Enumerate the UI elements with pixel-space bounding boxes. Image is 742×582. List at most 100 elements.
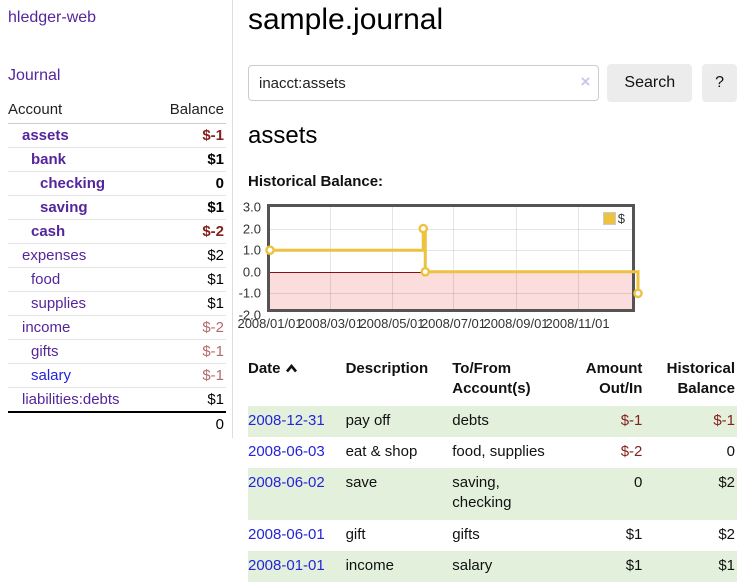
transaction-description: pay off bbox=[345, 411, 391, 429]
account-balance: $1 bbox=[153, 291, 226, 316]
account-row: salary $-1 bbox=[8, 363, 226, 388]
account-balance: $1 bbox=[153, 147, 226, 172]
transaction-date-link[interactable]: 2008-06-03 bbox=[248, 442, 325, 460]
y-tick-label: 3.0 bbox=[242, 199, 261, 215]
transaction-balance: $2 bbox=[718, 525, 735, 543]
account-link[interactable]: salary bbox=[31, 367, 72, 384]
search-button[interactable]: Search bbox=[607, 64, 693, 102]
account-link[interactable]: assets bbox=[22, 127, 69, 144]
register-header-date[interactable]: Date bbox=[248, 360, 281, 377]
account-balance: $1 bbox=[153, 267, 226, 292]
account-link[interactable]: saving bbox=[40, 199, 88, 216]
sort-ascending-icon bbox=[285, 359, 298, 379]
accounts-header-account: Account bbox=[8, 99, 154, 124]
account-row: food $1 bbox=[8, 267, 226, 292]
account-link[interactable]: bank bbox=[31, 151, 67, 168]
account-link[interactable]: gifts bbox=[31, 343, 59, 360]
sidebar: hledger-web Journal Account Balance asse… bbox=[0, 0, 233, 438]
transaction-date-link[interactable]: 2008-12-31 bbox=[248, 411, 325, 429]
transaction-amount: $1 bbox=[625, 556, 643, 574]
register-header-description: Description bbox=[345, 360, 429, 377]
y-tick-label: 0.0 bbox=[242, 264, 261, 280]
accounts-total-row: 0 bbox=[8, 411, 226, 436]
transaction-balance: $-1 bbox=[713, 411, 735, 429]
transaction-amount: $-1 bbox=[620, 411, 643, 429]
help-button[interactable]: ? bbox=[702, 64, 737, 102]
y-tick-label: -1.0 bbox=[238, 285, 261, 301]
account-balance: $-2 bbox=[153, 315, 226, 340]
accounts-header-balance: Balance bbox=[153, 99, 226, 124]
transaction-description: eat & shop bbox=[345, 442, 418, 460]
transaction-accounts: saving, checking bbox=[452, 474, 512, 512]
transaction-date-link[interactable]: 2008-06-01 bbox=[248, 525, 325, 543]
gridline bbox=[270, 250, 632, 252]
sidebar-item-journal[interactable]: Journal bbox=[8, 67, 61, 84]
chart-legend: $ bbox=[600, 210, 627, 227]
transaction-amount: 0 bbox=[634, 474, 643, 491]
data-point-marker bbox=[418, 223, 429, 234]
app-title-link[interactable]: hledger-web bbox=[8, 9, 97, 26]
account-row: expenses $2 bbox=[8, 243, 226, 268]
gridline bbox=[270, 293, 632, 295]
account-row: assets $-1 bbox=[8, 124, 226, 148]
account-row: supplies $1 bbox=[8, 291, 226, 316]
account-link[interactable]: food bbox=[31, 271, 61, 288]
register-row: 2008-06-03 eat & shop food, supplies $-2… bbox=[248, 437, 737, 468]
legend-label: $ bbox=[617, 211, 625, 226]
legend-swatch-icon bbox=[602, 212, 616, 225]
transaction-description: gift bbox=[345, 525, 366, 543]
account-link[interactable]: liabilities:debts bbox=[22, 391, 120, 408]
chart-plot-area: $ 3.0 2.0 1.0 0.0 -1.0 -2.0 bbox=[239, 200, 643, 323]
y-tick-label: 2.0 bbox=[242, 221, 261, 237]
account-link[interactable]: supplies bbox=[31, 295, 87, 312]
register-row: 2008-06-02 save saving, checking 0 $2 bbox=[248, 468, 737, 520]
main-content: sample.journal × Search ? assets Histori… bbox=[237, 0, 737, 582]
transaction-balance: $1 bbox=[718, 556, 735, 574]
transaction-description: save bbox=[345, 474, 378, 491]
gridline bbox=[270, 228, 632, 230]
transaction-date-link[interactable]: 2008-01-01 bbox=[248, 556, 325, 574]
x-tick-label: 2008/03/01 bbox=[297, 316, 364, 331]
series-line bbox=[265, 223, 643, 299]
transaction-accounts: salary bbox=[452, 556, 493, 574]
transaction-accounts: debts bbox=[452, 411, 489, 429]
negative-region bbox=[270, 271, 632, 309]
chart-label: Historical Balance: bbox=[248, 173, 384, 190]
data-point-marker bbox=[633, 288, 643, 299]
chart-x-axis: 2008/01/01 2008/03/01 2008/05/01 2008/07/01… bbox=[237, 316, 641, 334]
account-balance: 0 bbox=[153, 171, 226, 196]
account-row: cash $-2 bbox=[8, 219, 226, 244]
account-link[interactable]: expenses bbox=[22, 247, 87, 264]
transaction-date-link[interactable]: 2008-06-02 bbox=[248, 474, 325, 491]
historical-balance-chart: $ 3.0 2.0 1.0 0.0 -1.0 -2.0 2008/01/01 2008/03… bbox=[237, 200, 643, 334]
gridline bbox=[330, 207, 332, 309]
account-row: liabilities:debts $1 bbox=[8, 387, 226, 412]
register-table: Date Description To/From Account(s) Amou… bbox=[248, 356, 737, 582]
account-row: bank $1 bbox=[8, 147, 226, 172]
transaction-balance: 0 bbox=[726, 442, 735, 460]
account-title: assets bbox=[248, 122, 318, 149]
transaction-balance: $2 bbox=[718, 474, 735, 491]
account-row: gifts $-1 bbox=[8, 339, 226, 364]
clear-search-icon[interactable]: × bbox=[580, 72, 591, 91]
account-balance: $2 bbox=[153, 243, 226, 268]
transaction-accounts: food, supplies bbox=[452, 442, 545, 460]
account-link[interactable]: cash bbox=[31, 223, 66, 240]
transaction-amount: $1 bbox=[625, 525, 643, 543]
data-point-marker bbox=[420, 267, 431, 277]
account-balance: $-2 bbox=[153, 219, 226, 244]
register-row: 2008-12-31 pay off debts $-1 $-1 bbox=[248, 405, 737, 437]
y-tick-label: -2.0 bbox=[238, 307, 261, 323]
gridline bbox=[453, 207, 455, 309]
search-input[interactable] bbox=[248, 65, 600, 101]
x-tick-label: 2008/05/01 bbox=[359, 316, 425, 331]
x-tick-label: 2008/09/01 bbox=[483, 316, 549, 331]
register-header-amount: Amount Out/In bbox=[585, 360, 643, 398]
account-link[interactable]: income bbox=[22, 319, 71, 336]
transaction-accounts: gifts bbox=[452, 525, 480, 543]
account-balance: $1 bbox=[153, 195, 226, 220]
register-row: 2008-06-01 gift gifts $1 $2 bbox=[248, 520, 737, 551]
page-title: sample.journal bbox=[248, 3, 444, 36]
register-row: 2008-01-01 income salary $1 $1 bbox=[248, 550, 737, 582]
account-link[interactable]: checking bbox=[40, 175, 106, 192]
